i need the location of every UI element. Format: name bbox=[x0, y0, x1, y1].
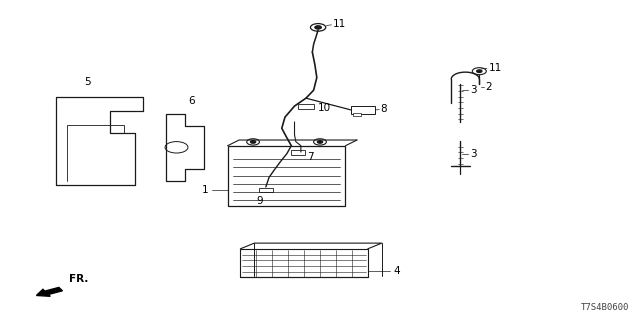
Text: FR.: FR. bbox=[69, 274, 88, 284]
Bar bbox=[291, 149, 305, 155]
Text: 2: 2 bbox=[486, 82, 492, 92]
Circle shape bbox=[315, 26, 321, 29]
Text: T7S4B0600: T7S4B0600 bbox=[580, 303, 629, 312]
Circle shape bbox=[477, 70, 482, 72]
Text: 6: 6 bbox=[188, 96, 195, 106]
Text: 3: 3 bbox=[470, 149, 476, 159]
Bar bbox=[228, 146, 346, 206]
Circle shape bbox=[250, 141, 255, 143]
Bar bbox=[353, 113, 361, 116]
Circle shape bbox=[317, 141, 323, 143]
Text: 11: 11 bbox=[333, 19, 346, 29]
Text: 8: 8 bbox=[381, 104, 387, 114]
Text: 9: 9 bbox=[256, 196, 263, 206]
Bar bbox=[298, 104, 314, 109]
Text: 7: 7 bbox=[307, 152, 314, 162]
FancyArrow shape bbox=[36, 287, 63, 296]
Text: 4: 4 bbox=[394, 266, 400, 276]
Text: 1: 1 bbox=[202, 185, 209, 195]
Bar bbox=[241, 249, 368, 277]
Text: 5: 5 bbox=[84, 77, 91, 87]
Bar bbox=[351, 106, 375, 114]
Bar bbox=[259, 188, 273, 192]
Text: 3: 3 bbox=[470, 85, 476, 95]
Text: 10: 10 bbox=[318, 103, 332, 113]
Text: 11: 11 bbox=[489, 63, 502, 73]
